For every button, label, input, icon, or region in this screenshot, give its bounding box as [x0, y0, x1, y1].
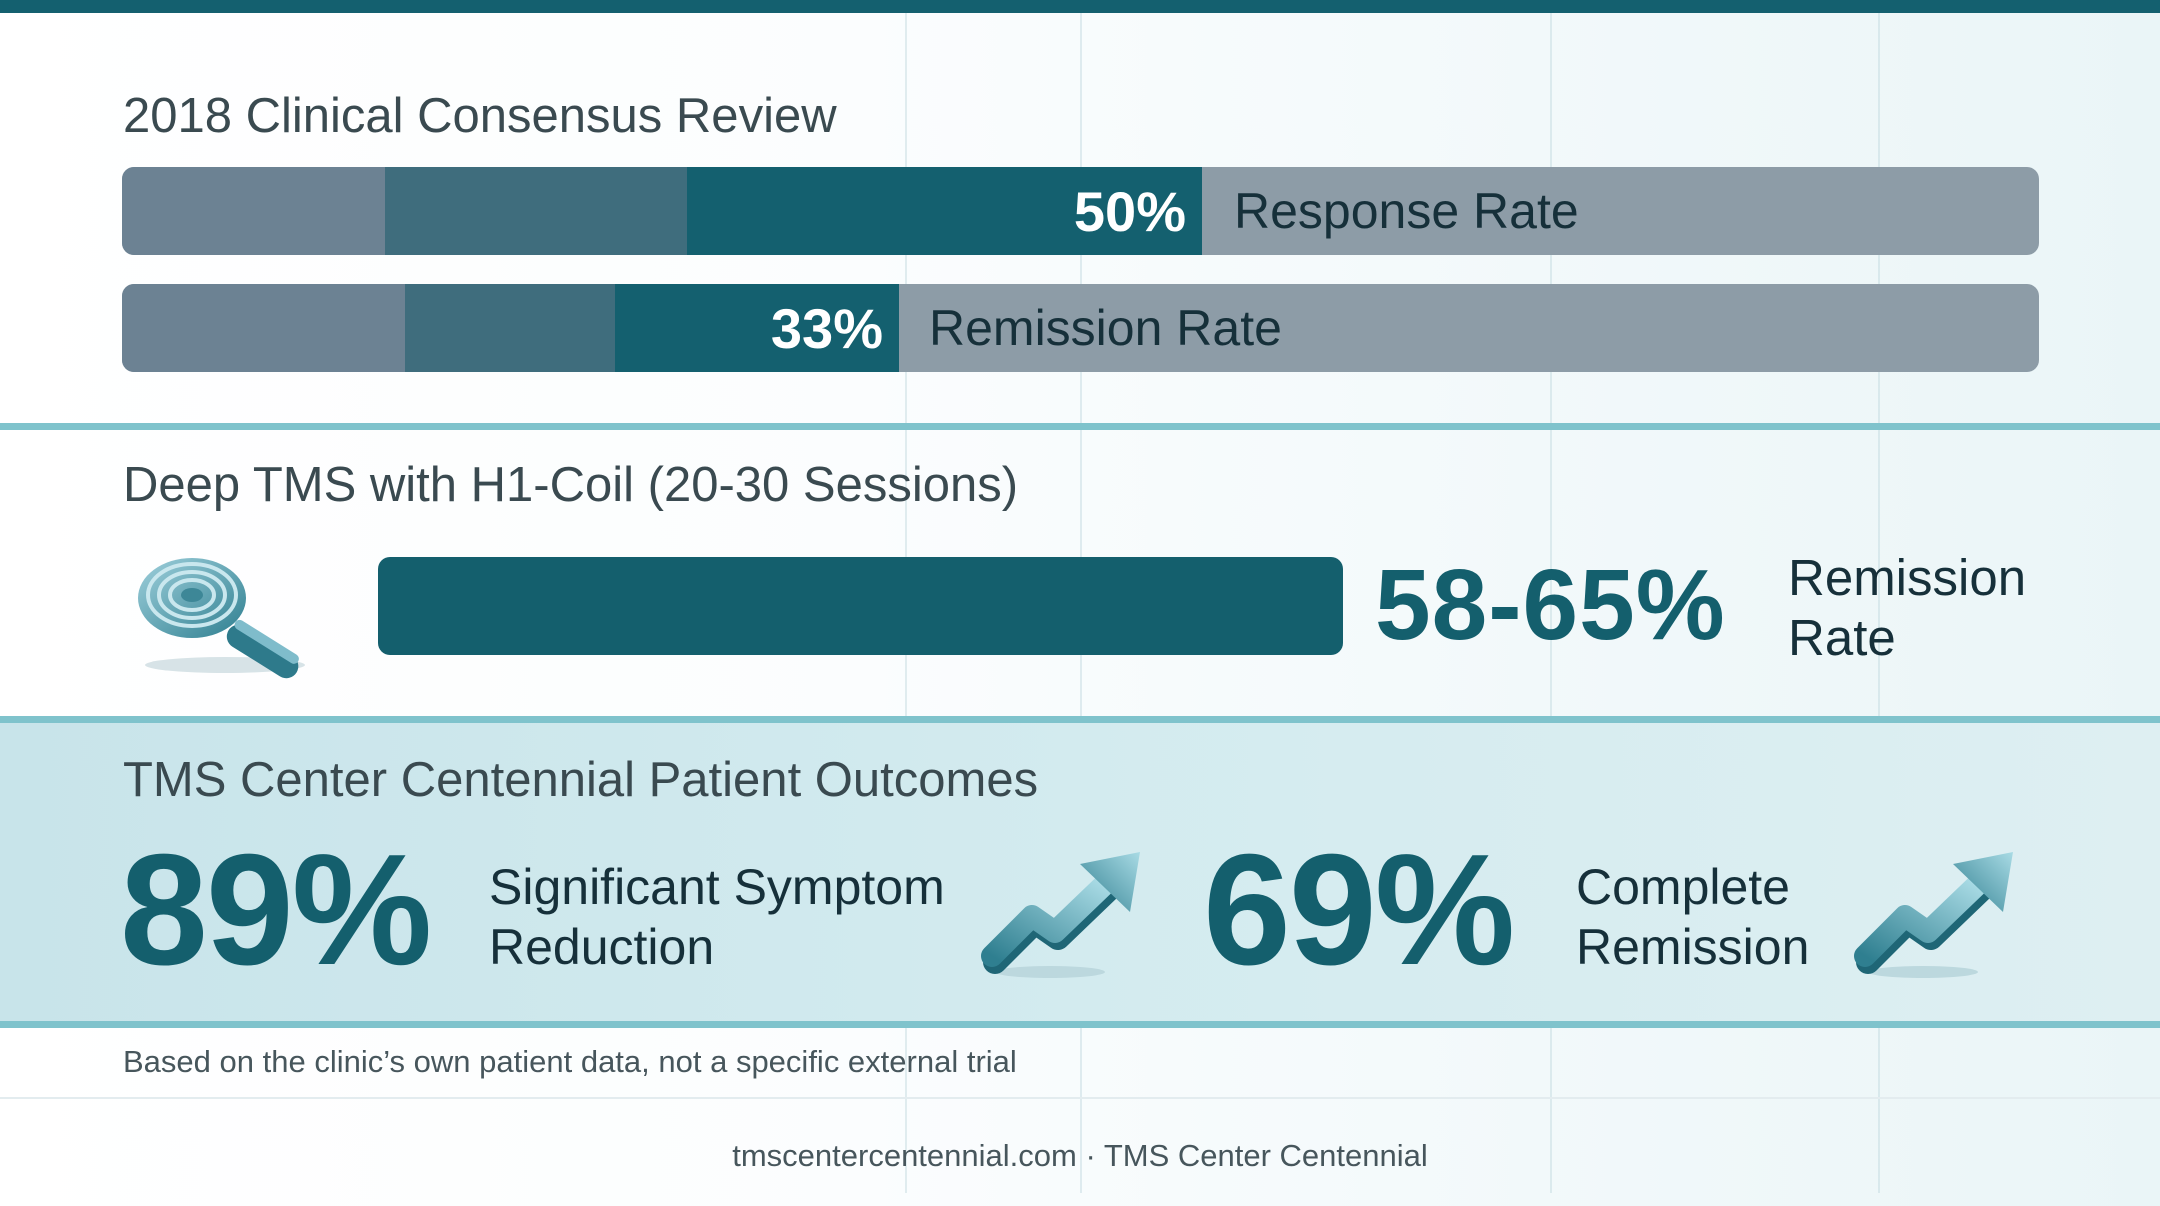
top-accent-bar: [0, 0, 2160, 13]
section-divider: [0, 1021, 2160, 1028]
label-line: Complete: [1576, 859, 1790, 915]
trend-up-arrow-icon: [981, 852, 1140, 978]
remission-rate-value: 33%: [615, 284, 899, 372]
grid-line: [1878, 13, 1880, 1193]
symptom-reduction-value: 89%: [120, 822, 432, 998]
deep-tms-remission-value: 58-65%: [1375, 549, 1726, 661]
section-divider: [0, 423, 2160, 430]
bar-fill-mid: [405, 284, 615, 372]
complete-remission-label: Complete Remission: [1576, 857, 1809, 977]
footer-credit: tmscentercentennial.com · TMS Center Cen…: [732, 1138, 1428, 1173]
h1-coil-icon: [138, 558, 305, 679]
data-source-footnote: Based on the clinic’s own patient data, …: [123, 1044, 1017, 1079]
deep-tms-remission-bar: [378, 557, 1343, 655]
label-line: Reduction: [489, 919, 715, 975]
bar-fill-light: [122, 284, 405, 372]
response-rate-bar: 50% Response Rate: [122, 167, 2039, 255]
symptom-reduction-label: Significant Symptom Reduction: [489, 857, 945, 977]
remission-rate-bar: 33% Remission Rate: [122, 284, 2039, 372]
label-line: Rate: [1788, 609, 1896, 666]
bar-fill-mid: [385, 167, 687, 255]
section-divider: [0, 716, 2160, 723]
grid-line: [1550, 13, 1552, 1193]
deep-tms-remission-label: Remission Rate: [1788, 548, 2026, 668]
deep-tms-title: Deep TMS with H1-Coil (20-30 Sessions): [123, 458, 1019, 512]
consensus-title: 2018 Clinical Consensus Review: [123, 89, 837, 143]
outcomes-title: TMS Center Centennial Patient Outcomes: [123, 753, 1039, 807]
response-rate-label: Response Rate: [1234, 183, 1579, 239]
response-rate-value: 50%: [687, 167, 1202, 255]
label-line: Significant Symptom: [489, 859, 945, 915]
divider-line: [0, 1097, 2160, 1099]
bar-fill-light: [122, 167, 385, 255]
remission-rate-label: Remission Rate: [929, 300, 1282, 356]
label-line: Remission: [1788, 549, 2027, 606]
label-line: Remission: [1576, 919, 1810, 975]
complete-remission-value: 69%: [1203, 822, 1515, 998]
trend-up-arrow-icon: [1854, 852, 2013, 978]
